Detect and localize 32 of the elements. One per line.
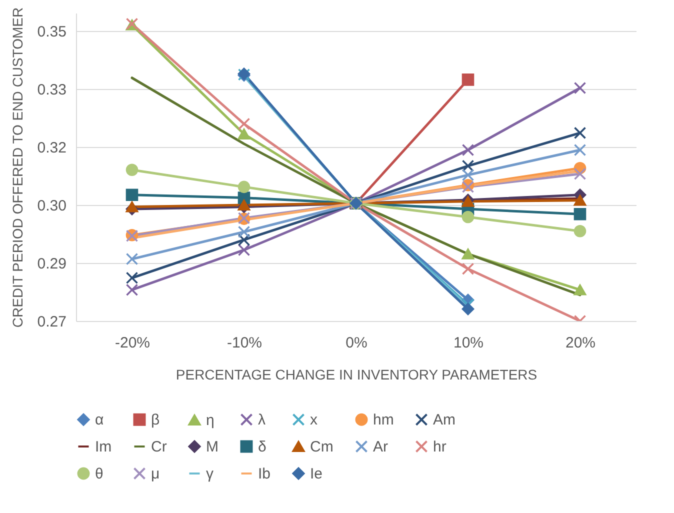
legend-label: Ie (310, 466, 323, 482)
x-tick-label: 0% (346, 334, 368, 352)
x-tick-label: 10% (453, 334, 484, 352)
x-axis-title: PERCENTAGE CHANGE IN INVENTORY PARAMETERS (176, 366, 538, 382)
legend-label: hr (433, 438, 446, 456)
legend-label: Am (433, 412, 456, 429)
legend-label: μ (151, 466, 160, 482)
legend-label: Cm (310, 438, 334, 456)
legend-label: δ (258, 438, 266, 456)
legend-label: Im (95, 438, 112, 456)
legend-label: α (95, 412, 104, 429)
x-tick-label: -20% (114, 334, 150, 352)
x-tick-label: 20% (565, 334, 596, 352)
legend-label: β (151, 412, 160, 429)
legend-label: η (206, 412, 214, 429)
legend-label: Ar (373, 438, 388, 456)
legend-label: Cr (151, 438, 167, 456)
y-tick-label: 0.30 (37, 198, 66, 215)
legend-label: θ (95, 466, 104, 482)
legend-label: γ (206, 466, 214, 482)
y-tick-label: 0.33 (37, 82, 66, 99)
y-tick-label: 0.27 (37, 314, 66, 330)
legend-label: Ib (258, 466, 271, 482)
y-tick-label: 0.29 (37, 256, 66, 273)
legend-label: hm (373, 412, 394, 429)
legend-label: x (310, 412, 318, 429)
y-tick-label: 0.32 (37, 140, 66, 157)
y-tick-label: 0.35 (37, 24, 66, 41)
y-axis-title: CREDIT PERIOD OFFERED TO END CUSTOMER (9, 7, 26, 328)
x-tick-label: -10% (226, 334, 262, 352)
legend-label: M (206, 438, 218, 456)
legend-label: λ (258, 412, 266, 429)
